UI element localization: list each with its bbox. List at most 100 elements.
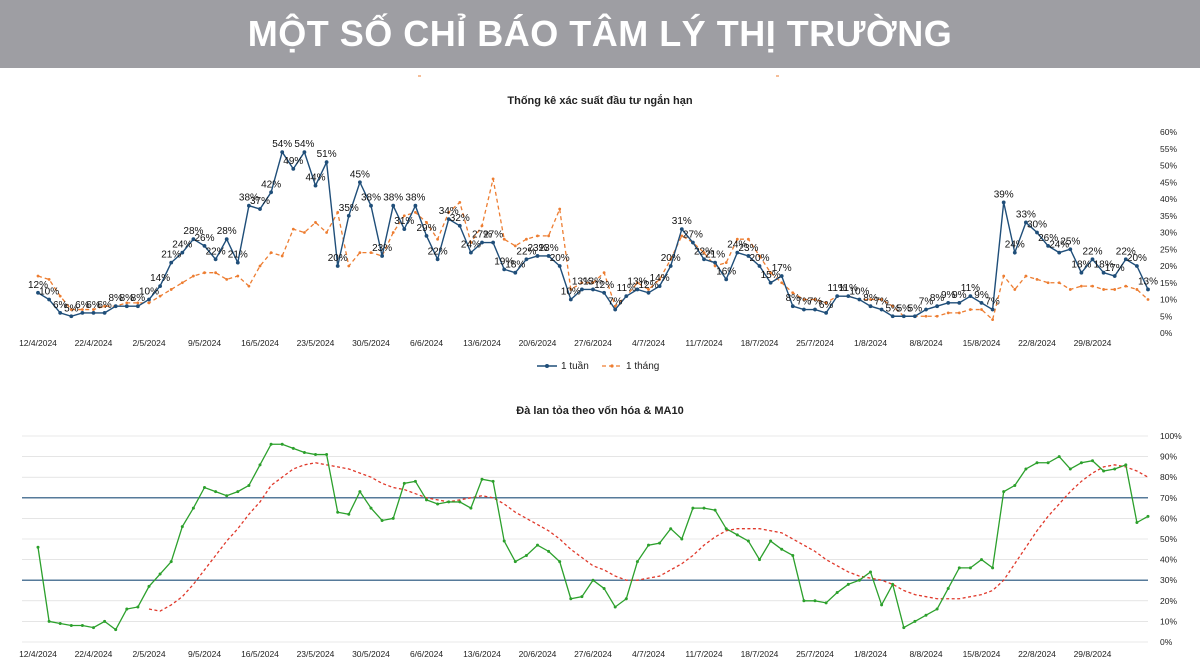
series-1-tuan-data-label: 14%: [650, 273, 670, 284]
series-1-tuan-data-label: 20%: [550, 253, 570, 264]
series-1-tuan-point: [413, 203, 418, 208]
series-1-tuan-point: [191, 237, 196, 242]
series-1-thang-point: [1146, 298, 1150, 301]
series-1-thang-point: [303, 231, 306, 234]
series-1-tuan-data-label: 24%: [1049, 240, 1069, 251]
series-1-tuan-data-label: 5%: [908, 303, 923, 314]
chart1-x-tick: 11/7/2024: [685, 338, 722, 348]
series-breadth-point: [791, 553, 795, 557]
series-1-tuan-point: [990, 307, 995, 312]
series-1-tuan-data-label: 31%: [394, 216, 414, 227]
series-breadth-point: [125, 607, 129, 611]
chart2-x-tick: 13/6/2024: [463, 649, 501, 659]
series-breadth-point: [946, 586, 950, 590]
series-1-tuan-point: [1012, 250, 1017, 255]
series-1-tuan-point: [724, 277, 729, 282]
series-breadth-point: [158, 572, 162, 576]
series-breadth-line: [37, 443, 1149, 631]
series-breadth-point: [813, 599, 817, 603]
title-banner: MỘT SỐ CHỈ BÁO TÂM LÝ THỊ TRƯỜNG: [0, 0, 1200, 68]
chart1-y-tick: 20%: [1160, 261, 1177, 271]
series-breadth-point: [1002, 490, 1006, 494]
series-1-tuan-data-label: 8%: [108, 293, 123, 304]
series-1-tuan-data-label: 24%: [727, 240, 747, 251]
series-breadth-point: [302, 450, 306, 454]
series-breadth-point: [1102, 469, 1106, 473]
series-1-thang-point: [991, 318, 994, 321]
series-1-thang-point: [180, 281, 184, 285]
series-1-thang-point: [347, 264, 351, 268]
series-breadth-point: [935, 607, 939, 611]
chart1-x-tick: 13/6/2024: [463, 338, 501, 348]
chart2-y-tick: 60%: [1160, 513, 1177, 523]
series-1-thang-point: [802, 298, 806, 301]
series-breadth-point: [1046, 461, 1050, 465]
series-breadth-point: [1091, 459, 1094, 463]
series-breadth-point: [1057, 455, 1061, 459]
series-1-tuan-data-label: 31%: [672, 216, 692, 227]
series-1-thang-point: [169, 288, 173, 291]
chart2-y-tick: 0%: [1160, 637, 1173, 647]
series-1-tuan-point: [1101, 270, 1106, 275]
legend-1-tuan-label: 1 tuần: [561, 360, 589, 372]
series-1-tuan-point: [169, 260, 174, 265]
series-1-tuan-data-label: 8%: [863, 293, 878, 304]
series-1-tuan-data-label: 21%: [161, 250, 181, 261]
series-breadth-point: [680, 537, 684, 541]
chart1-y-tick: 25%: [1160, 244, 1177, 254]
series-1-tuan-data-label: 19%: [494, 256, 514, 267]
series-breadth-point: [358, 490, 362, 494]
series-1-thang-point: [336, 211, 340, 214]
series-breadth-point: [391, 516, 395, 520]
chart2-x-tick: 8/8/2024: [909, 649, 942, 659]
chart1-x-tick: 22/4/2024: [75, 338, 113, 348]
series-1-thang-point: [791, 291, 795, 295]
series-breadth-point: [980, 558, 983, 562]
series-1-tuan-data-label: 22%: [428, 246, 448, 257]
chart1-x-tick: 23/5/2024: [297, 338, 335, 348]
series-breadth-point: [835, 591, 839, 595]
series-1-tuan-point: [1024, 220, 1028, 225]
series-1-tuan-point: [113, 304, 118, 309]
series-1-thang-point: [935, 314, 939, 318]
series-1-tuan-data-label: 21%: [705, 250, 725, 261]
series-1-tuan-data-label: 9%: [974, 290, 989, 301]
series-1-tuan-point: [691, 240, 695, 245]
series-breadth-point: [47, 619, 51, 623]
series-breadth-point: [480, 477, 484, 481]
chart2-title: Đà lan tỏa theo vốn hóa & MA10: [516, 405, 683, 417]
series-1-thang-point: [92, 308, 95, 311]
chart2-y-tick: 50%: [1160, 534, 1177, 544]
series-1-thang-point: [891, 304, 895, 308]
chart1-x-tick: 27/6/2024: [574, 338, 612, 348]
series-breadth-point: [691, 506, 695, 510]
series-breadth-point: [536, 543, 539, 547]
chart2-x-tick: 22/4/2024: [75, 649, 113, 659]
series-breadth-point: [902, 626, 906, 630]
series-1-thang-point: [214, 271, 218, 275]
series-breadth-point: [380, 518, 384, 522]
series-1-tuan-data-label: 13%: [572, 276, 592, 287]
series-1-tuan-data-label: 28%: [217, 226, 237, 237]
series-1-tuan-point: [979, 300, 984, 305]
series-breadth-point: [624, 597, 628, 601]
series-1-thang-point: [425, 221, 428, 224]
series-1-tuan-data-label: 7%: [919, 297, 934, 308]
series-1-thang-point: [1068, 288, 1072, 291]
chart1-x-tick: 29/8/2024: [1074, 338, 1112, 348]
series-breadth-point: [869, 570, 872, 574]
series-1-tuan-data-label: 34%: [439, 206, 459, 217]
series-1-tuan-data-label: 5%: [897, 303, 912, 314]
series-1-tuan-point: [335, 264, 340, 268]
series-1-thang-point: [1135, 288, 1139, 291]
series-1-tuan-point: [324, 160, 329, 165]
chart1-x-tick: 20/6/2024: [519, 338, 557, 348]
series-1-thang-point: [247, 284, 251, 288]
series-1-tuan-point: [679, 227, 684, 232]
series-1-thang-point: [158, 294, 162, 298]
series-1-tuan-data-label: 21%: [228, 250, 248, 261]
series-breadth-point: [58, 621, 62, 625]
chart2-x-tick: 16/5/2024: [241, 649, 279, 659]
series-1-tuan-point: [158, 284, 163, 288]
series-1-tuan-point: [180, 250, 185, 255]
